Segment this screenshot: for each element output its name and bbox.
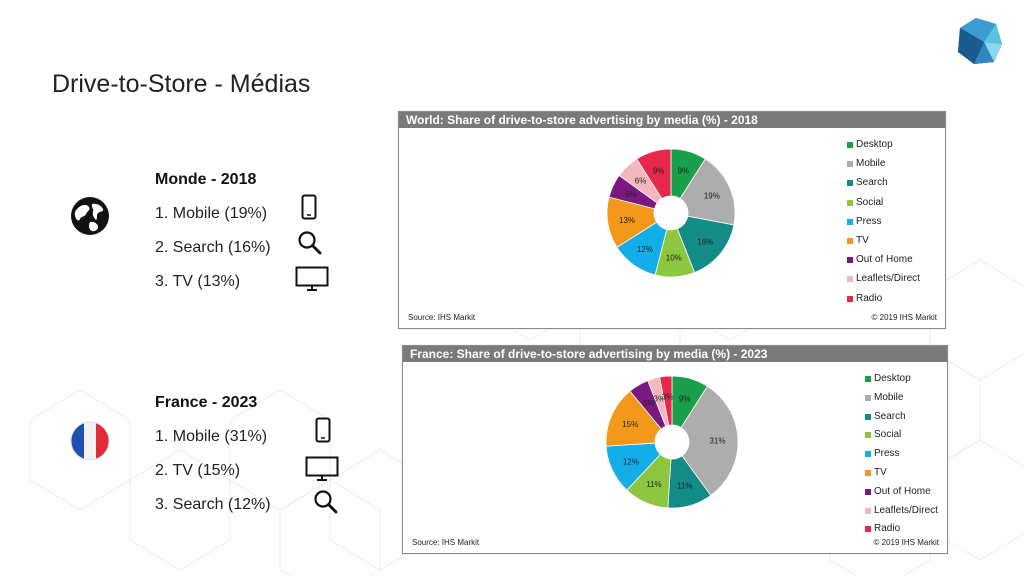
slice-search — [676, 215, 735, 274]
legend-label: Social — [856, 196, 884, 208]
slice-label-social: 11% — [646, 480, 661, 489]
legend-label: Social — [874, 429, 902, 441]
magnifier-icon — [314, 490, 338, 514]
slice-label-desktop: 9% — [678, 166, 690, 175]
france-donut-chart: 9%31%11%11%12%15%5%3%3% — [605, 375, 739, 509]
slice-label-press: 12% — [623, 457, 639, 466]
slice-label-tv: 15% — [622, 420, 638, 429]
legend-swatch — [865, 507, 871, 514]
legend-swatch — [847, 218, 853, 225]
world-rank-2: 2. Search (16%) — [155, 239, 271, 256]
legend-swatch — [847, 180, 853, 187]
slice-label-radio: 9% — [653, 166, 665, 175]
legend-label: Leaflets/Direct — [856, 273, 920, 285]
legend-swatch — [847, 257, 853, 264]
legend-label: Mobile — [874, 391, 904, 403]
legend-label: Out of Home — [874, 485, 931, 497]
slice-label-social: 10% — [666, 253, 682, 262]
world-section-title: Monde - 2018 — [155, 171, 257, 188]
slice-label-leaflets-direct: 3% — [654, 394, 666, 403]
smartphone-icon — [301, 194, 317, 220]
legend-swatch — [847, 295, 853, 302]
slice-label-out-of-home: 5% — [643, 399, 655, 408]
legend-swatch — [865, 488, 871, 495]
slice-label-desktop: 9% — [679, 394, 691, 403]
legend-label: Mobile — [856, 158, 886, 170]
tv-icon — [305, 456, 339, 481]
chart-legend: Desktop Mobile Search Social Press TV Out of H… — [847, 139, 943, 309]
chart-legend: Desktop Mobile Search Social Press TV Out of H… — [865, 373, 947, 538]
legend-label: Desktop — [874, 373, 911, 384]
world-rank-3: 3. TV (13%) — [155, 273, 241, 290]
slice-label-radio: 3% — [662, 393, 674, 402]
legend-label: TV — [856, 235, 869, 246]
legend-swatch — [847, 161, 853, 168]
globe-icon — [71, 197, 109, 235]
chart-copyright: © 2019 IHS Markit — [871, 313, 937, 322]
france-rank-2: 2. TV (15%) — [155, 462, 241, 479]
slice-label-search: 11% — [677, 482, 692, 491]
company-logo — [958, 18, 1002, 64]
legend-label: Leaflets/Direct — [874, 504, 938, 516]
slice-label-mobile: 31% — [709, 437, 725, 446]
legend-label: Desktop — [856, 139, 893, 150]
slice-label-search: 16% — [697, 237, 713, 246]
legend-swatch — [865, 451, 871, 458]
world-chart-panel: World: Share of drive-to-store advertisi… — [398, 111, 946, 329]
legend-label: Press — [874, 448, 900, 460]
legend-label: Out of Home — [856, 254, 913, 266]
magnifier-icon — [298, 231, 322, 255]
slice-label-out-of-home: 6% — [625, 190, 637, 199]
page-title: Drive-to-Store - Médias — [52, 70, 311, 98]
legend-label: Search — [856, 177, 888, 189]
slice-label-tv: 13% — [619, 216, 635, 225]
chart-source: Source: IHS Markit — [412, 538, 480, 547]
legend-label: Radio — [856, 292, 883, 304]
chart-copyright: © 2019 IHS Markit — [873, 538, 939, 547]
legend-swatch — [865, 413, 871, 420]
slice-label-mobile: 19% — [704, 191, 720, 200]
legend-swatch — [865, 376, 871, 382]
legend-swatch — [847, 142, 853, 148]
france-rank-1: 1. Mobile (31%) — [155, 428, 268, 445]
legend-label: Search — [874, 410, 906, 422]
chart-source: Source: IHS Markit — [408, 313, 476, 322]
slice-radio — [659, 375, 673, 426]
france-rank-3: 3. Search (12%) — [155, 496, 271, 513]
chart-title: France: Share of drive-to-store advertis… — [403, 346, 947, 362]
legend-label: Radio — [874, 523, 901, 535]
tv-icon — [295, 266, 329, 291]
france-flag-icon — [70, 421, 110, 461]
slice-mobile — [680, 385, 739, 496]
world-rank-1: 1. Mobile (19%) — [155, 205, 268, 222]
slice-radio — [636, 148, 672, 200]
france-section-title: France - 2023 — [155, 394, 258, 411]
legend-swatch — [865, 432, 871, 439]
slice-label-leaflets-direct: 6% — [635, 177, 647, 186]
slice-tv — [605, 390, 662, 447]
legend-swatch — [847, 199, 853, 206]
legend-swatch — [865, 526, 871, 533]
legend-swatch — [847, 238, 853, 244]
legend-label: TV — [874, 467, 887, 478]
chart-title: World: Share of drive-to-store advertisi… — [399, 112, 945, 128]
legend-swatch — [847, 276, 853, 283]
legend-swatch — [865, 394, 871, 401]
legend-swatch — [865, 470, 871, 476]
slice-mobile — [679, 158, 736, 226]
world-donut-chart: 9% 19% 16% 10% 12% 13% 6% 6% 9% — [606, 148, 736, 278]
smartphone-icon — [315, 417, 331, 443]
slice-label-press: 12% — [637, 245, 653, 254]
legend-label: Press — [856, 215, 882, 227]
france-chart-panel: France: Share of drive-to-store advertis… — [402, 345, 948, 554]
